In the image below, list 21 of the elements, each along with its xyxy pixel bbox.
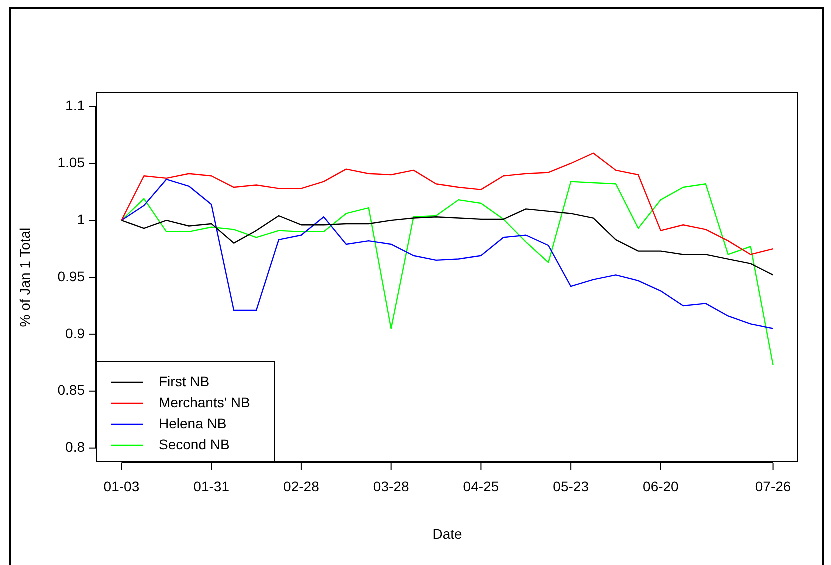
x-tick-label: 05-23 <box>553 478 590 494</box>
x-tick-label: 06-20 <box>643 478 680 494</box>
y-tick-label: 0.8 <box>66 439 86 456</box>
y-tick-label: 0.9 <box>66 325 86 342</box>
x-tick-label: 03-28 <box>373 478 410 494</box>
x-tick-label: 07-26 <box>755 478 792 494</box>
x-tick-label: 01-31 <box>194 478 230 494</box>
y-tick-label: 1 <box>77 211 86 228</box>
x-tick-label: 04-25 <box>463 478 500 494</box>
y-axis-title: % of Jan 1 Total <box>16 228 33 328</box>
x-tick-label: 01-03 <box>104 478 140 494</box>
y-tick-label: 1.05 <box>58 154 86 170</box>
y-tick-label: 1.1 <box>66 98 86 114</box>
x-tick-label: 02-28 <box>284 478 320 494</box>
x-axis-title: Date <box>432 526 462 542</box>
legend-label: Helena NB <box>159 415 227 432</box>
legend-label: First NB <box>159 373 210 390</box>
legend-label: Merchants' NB <box>159 394 250 410</box>
legend-label: Second NB <box>159 436 230 452</box>
y-tick-label: 0.95 <box>58 268 86 284</box>
y-tick-label: 0.85 <box>58 382 86 398</box>
